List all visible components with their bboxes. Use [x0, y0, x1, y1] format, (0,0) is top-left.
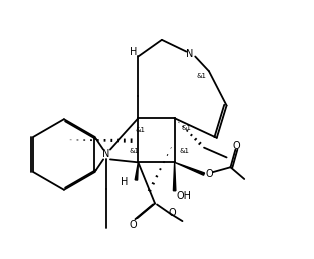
Text: H: H — [121, 177, 128, 187]
Text: O: O — [169, 208, 176, 218]
Polygon shape — [173, 162, 176, 191]
Text: O: O — [130, 220, 137, 230]
Text: H: H — [130, 47, 137, 56]
Text: N: N — [186, 48, 193, 59]
Text: O: O — [205, 169, 213, 179]
Text: &1: &1 — [196, 73, 206, 79]
Polygon shape — [175, 162, 204, 175]
Text: &1: &1 — [179, 148, 189, 154]
Text: OH: OH — [177, 191, 192, 201]
Text: &1: &1 — [129, 148, 139, 154]
Polygon shape — [135, 162, 138, 180]
Text: &1: &1 — [135, 127, 145, 133]
Text: O: O — [233, 141, 240, 151]
Text: &1: &1 — [181, 125, 192, 131]
Text: N: N — [102, 149, 110, 160]
